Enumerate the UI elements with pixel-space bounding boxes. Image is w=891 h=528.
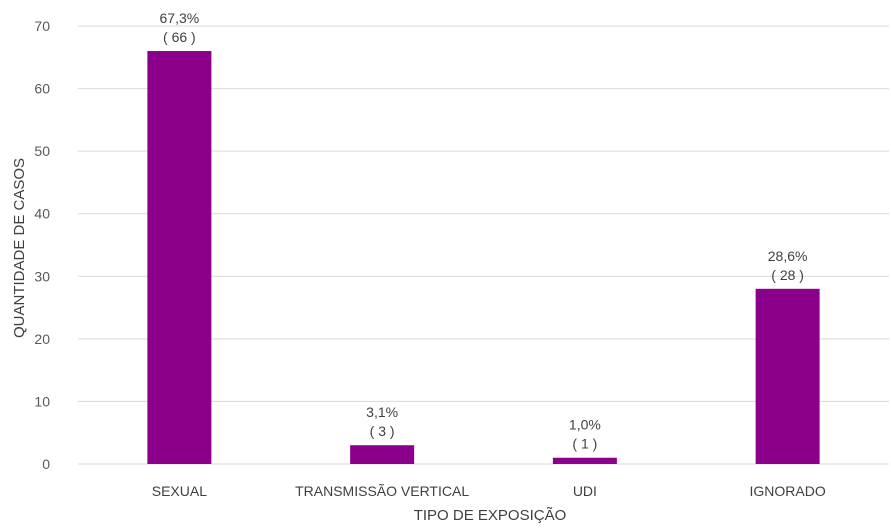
y-tick-label: 70 xyxy=(34,18,50,34)
y-tick-label: 40 xyxy=(34,206,50,222)
data-label-percent: 28,6% xyxy=(768,248,808,264)
x-tick-label: TRANSMISSÃO VERTICAL xyxy=(295,483,469,499)
bar xyxy=(350,445,415,464)
gridlines xyxy=(78,25,889,465)
data-label-count: ( 3 ) xyxy=(370,423,395,439)
data-labels: 67,3% ( 66 ) 3,1% ( 3 ) 1,0% ( 1 ) 28,6% ( 28 ) xyxy=(160,10,808,452)
data-label-percent: 67,3% xyxy=(160,10,200,26)
y-tick-label: 20 xyxy=(34,331,50,347)
x-axis-ticks: SEXUAL TRANSMISSÃO VERTICAL UDI IGNORADO xyxy=(152,483,826,499)
bar xyxy=(147,51,212,465)
data-label-count: ( 66 ) xyxy=(163,29,196,45)
data-label-count: ( 1 ) xyxy=(572,436,597,452)
y-tick-label: 30 xyxy=(34,268,50,284)
x-tick-label: SEXUAL xyxy=(152,483,207,499)
y-axis-ticks: 0 10 20 30 40 50 60 70 xyxy=(34,18,50,472)
bar xyxy=(755,288,820,464)
y-axis-title: QUANTIDADE DE CASOS xyxy=(11,158,28,338)
data-label-count: ( 28 ) xyxy=(771,267,804,283)
x-axis-title: TIPO DE EXPOSIÇÃO xyxy=(414,507,567,524)
bar xyxy=(552,457,617,464)
x-tick-label: IGNORADO xyxy=(750,483,826,499)
data-label-percent: 1,0% xyxy=(569,417,601,433)
y-tick-label: 60 xyxy=(34,81,50,97)
x-tick-label: UDI xyxy=(573,483,597,499)
y-tick-label: 0 xyxy=(42,456,50,472)
data-label-percent: 3,1% xyxy=(366,404,398,420)
bars xyxy=(147,51,820,465)
y-tick-label: 10 xyxy=(34,393,50,409)
y-tick-label: 50 xyxy=(34,143,50,159)
